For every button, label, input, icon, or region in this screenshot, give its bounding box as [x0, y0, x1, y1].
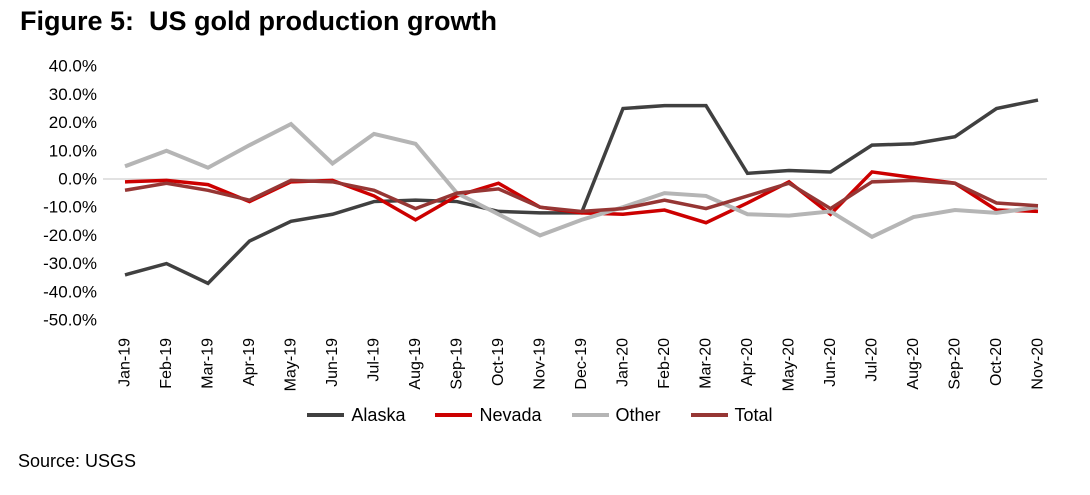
- y-axis-tick-label: -50.0%: [43, 311, 97, 330]
- x-axis-tick-label: Sep-19: [449, 338, 466, 390]
- y-axis-tick-label: 30.0%: [49, 85, 97, 104]
- series-line-other: [124, 121, 1039, 240]
- x-axis-tick-label: Apr-19: [241, 338, 258, 386]
- x-axis-tick-label: May-19: [283, 338, 300, 391]
- x-axis-tick-label: Nov-20: [1030, 338, 1047, 390]
- y-axis-tick-label: 20.0%: [49, 113, 97, 132]
- legend-line-swatch-nevada: [435, 413, 473, 417]
- legend-line-swatch-total: [690, 413, 728, 417]
- series-line-alaska: [124, 98, 1039, 286]
- legend-label-alaska: Alaska: [351, 405, 406, 425]
- x-axis-tick-label: Jul-20: [864, 338, 881, 382]
- x-axis-tick-label: Nov-19: [532, 338, 549, 390]
- x-axis-tick-label: Aug-19: [407, 338, 424, 390]
- gold-production-line-chart: 40.0% 30.0% 20.0% 10.0% 0.0% -10.0% -20.0% -30.…: [43, 57, 1047, 391]
- y-axis-tick-label: 0.0%: [58, 170, 97, 189]
- x-axis-tick-label: Jan-19: [117, 338, 134, 387]
- chart-legend: Alaska Nevada Other Total: [0, 404, 1080, 426]
- x-axis-tick-label: Feb-19: [158, 338, 175, 389]
- x-axis-tick-label: Aug-20: [905, 338, 922, 390]
- x-axis-tick-label: Jul-19: [366, 338, 383, 382]
- x-axis-tick-label: Oct-20: [988, 338, 1005, 386]
- figure-title: Figure 5: US gold production growth: [20, 6, 497, 36]
- x-axis-tick-label: Jan-20: [615, 338, 632, 387]
- x-axis-tick-label: Dec-19: [573, 338, 590, 390]
- source-note: Source: USGS: [18, 451, 137, 471]
- legend-label-total: Total: [734, 405, 773, 425]
- y-axis-tick-label: 40.0%: [49, 57, 97, 76]
- x-axis-tick-label: Jun-20: [822, 338, 839, 387]
- legend-label-other: Other: [615, 405, 661, 425]
- legend-label-nevada: Nevada: [479, 405, 542, 425]
- series-line-total: [124, 178, 1039, 214]
- y-axis-tick-label: -30.0%: [43, 254, 97, 273]
- y-axis-tick-label: 10.0%: [49, 141, 97, 160]
- y-axis-tick-label: -40.0%: [43, 282, 97, 301]
- legend-line-swatch-alaska: [307, 413, 345, 417]
- x-axis-tick-label: Mar-20: [698, 338, 715, 389]
- x-axis-tick-label: Oct-19: [490, 338, 507, 386]
- legend-item-nevada[interactable]: Nevada: [435, 404, 542, 426]
- x-axis-tick-label: Apr-20: [739, 338, 756, 386]
- legend-item-other[interactable]: Other: [571, 404, 661, 426]
- x-axis-tick-label: May-20: [781, 338, 798, 391]
- x-axis-tick-label: Jun-19: [324, 338, 341, 387]
- y-axis-tick-label: -20.0%: [43, 226, 97, 245]
- legend-item-alaska[interactable]: Alaska: [307, 404, 405, 426]
- x-axis-tick-label: Mar-19: [200, 338, 217, 389]
- legend-item-total[interactable]: Total: [690, 404, 773, 426]
- x-axis-tick-label: Sep-20: [947, 338, 964, 390]
- x-axis-tick-label: Feb-20: [656, 338, 673, 389]
- legend-line-swatch-other: [571, 413, 609, 417]
- y-axis-tick-label: -10.0%: [43, 198, 97, 217]
